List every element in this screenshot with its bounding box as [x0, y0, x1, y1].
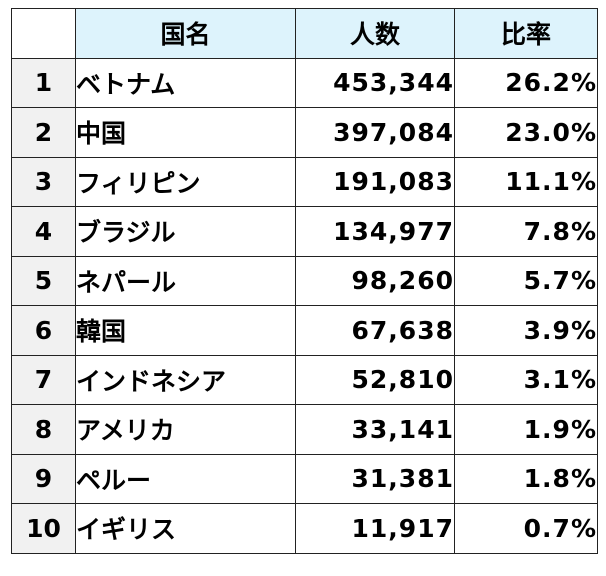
country-cell: ネパール [75, 255, 296, 306]
country-cell: イギリス [75, 503, 296, 554]
table-body: 1 ベトナム 453,344 26.2% 2 中国 397,084 23.0% 3 フィリピン 19… [11, 57, 598, 554]
header-count-cell: 人数 [295, 8, 455, 59]
country-cell: 韓国 [75, 305, 296, 356]
count-cell: 191,083 [295, 156, 455, 207]
table-row: 2 中国 397,084 23.0% [11, 107, 598, 158]
ranking-table: 国名 人数 比率 1 ベトナム 453,344 26.2% 2 中国 397,084 23.0… [11, 8, 598, 554]
rank-cell: 8 [11, 404, 76, 455]
table-row: 3 フィリピン 191,083 11.1% [11, 156, 598, 207]
rank-cell: 3 [11, 156, 76, 207]
count-cell: 98,260 [295, 255, 455, 306]
table-row: 7 インドネシア 52,810 3.1% [11, 354, 598, 405]
header-country-cell: 国名 [75, 8, 296, 59]
country-cell: ペルー [75, 453, 296, 504]
ratio-cell: 1.9% [454, 404, 598, 455]
country-cell: フィリピン [75, 156, 296, 207]
rank-cell: 2 [11, 107, 76, 158]
country-cell: 中国 [75, 107, 296, 158]
rank-cell: 5 [11, 255, 76, 306]
table-row: 6 韓国 67,638 3.9% [11, 305, 598, 356]
table-row: 5 ネパール 98,260 5.7% [11, 255, 598, 306]
table-row: 9 ペルー 31,381 1.8% [11, 453, 598, 504]
ratio-cell: 0.7% [454, 503, 598, 554]
ratio-cell: 5.7% [454, 255, 598, 306]
rank-cell: 4 [11, 206, 76, 257]
ratio-cell: 3.9% [454, 305, 598, 356]
count-cell: 397,084 [295, 107, 455, 158]
header-rank-cell [11, 8, 76, 59]
count-cell: 453,344 [295, 57, 455, 108]
count-cell: 134,977 [295, 206, 455, 257]
header-ratio-cell: 比率 [454, 8, 598, 59]
count-cell: 33,141 [295, 404, 455, 455]
rank-cell: 1 [11, 57, 76, 108]
rank-cell: 7 [11, 354, 76, 405]
country-cell: インドネシア [75, 354, 296, 405]
ratio-cell: 7.8% [454, 206, 598, 257]
table-row: 10 イギリス 11,917 0.7% [11, 503, 598, 554]
ratio-cell: 26.2% [454, 57, 598, 108]
ratio-cell: 23.0% [454, 107, 598, 158]
table-header: 国名 人数 比率 [11, 8, 598, 59]
country-cell: ブラジル [75, 206, 296, 257]
country-cell: アメリカ [75, 404, 296, 455]
country-cell: ベトナム [75, 57, 296, 108]
table-row: 8 アメリカ 33,141 1.9% [11, 404, 598, 455]
count-cell: 67,638 [295, 305, 455, 356]
table-row: 1 ベトナム 453,344 26.2% [11, 57, 598, 108]
rank-cell: 6 [11, 305, 76, 356]
header-row: 国名 人数 比率 [11, 8, 598, 59]
ratio-cell: 11.1% [454, 156, 598, 207]
ratio-cell: 1.8% [454, 453, 598, 504]
ratio-cell: 3.1% [454, 354, 598, 405]
rank-cell: 10 [11, 503, 76, 554]
table-row: 4 ブラジル 134,977 7.8% [11, 206, 598, 257]
rank-cell: 9 [11, 453, 76, 504]
count-cell: 52,810 [295, 354, 455, 405]
count-cell: 31,381 [295, 453, 455, 504]
count-cell: 11,917 [295, 503, 455, 554]
